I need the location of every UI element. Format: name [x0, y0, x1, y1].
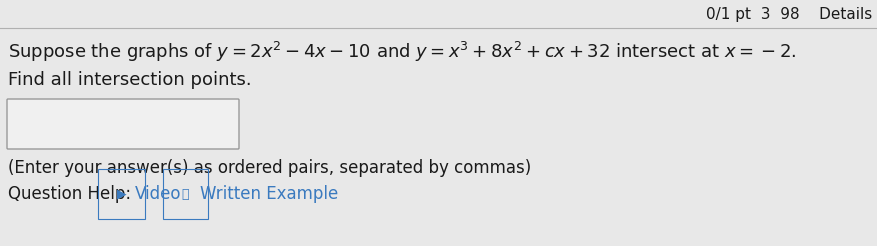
Text: Question Help:: Question Help:: [8, 185, 141, 203]
Text: Find all intersection points.: Find all intersection points.: [8, 71, 252, 89]
Text: Written Example: Written Example: [200, 185, 338, 203]
Text: Video: Video: [135, 185, 181, 203]
FancyBboxPatch shape: [7, 99, 239, 149]
Text: Suppose the graphs of $y = 2x^2 - 4x - 10$ and $y = x^3 + 8x^2 + cx + 32$ inters: Suppose the graphs of $y = 2x^2 - 4x - 1…: [8, 40, 795, 64]
Text: ▶: ▶: [117, 187, 126, 200]
Text: ⎙: ⎙: [182, 187, 189, 200]
Text: (Enter your answer(s) as ordered pairs, separated by commas): (Enter your answer(s) as ordered pairs, …: [8, 159, 531, 177]
Text: 0/1 pt  3  98    Details: 0/1 pt 3 98 Details: [705, 6, 871, 21]
